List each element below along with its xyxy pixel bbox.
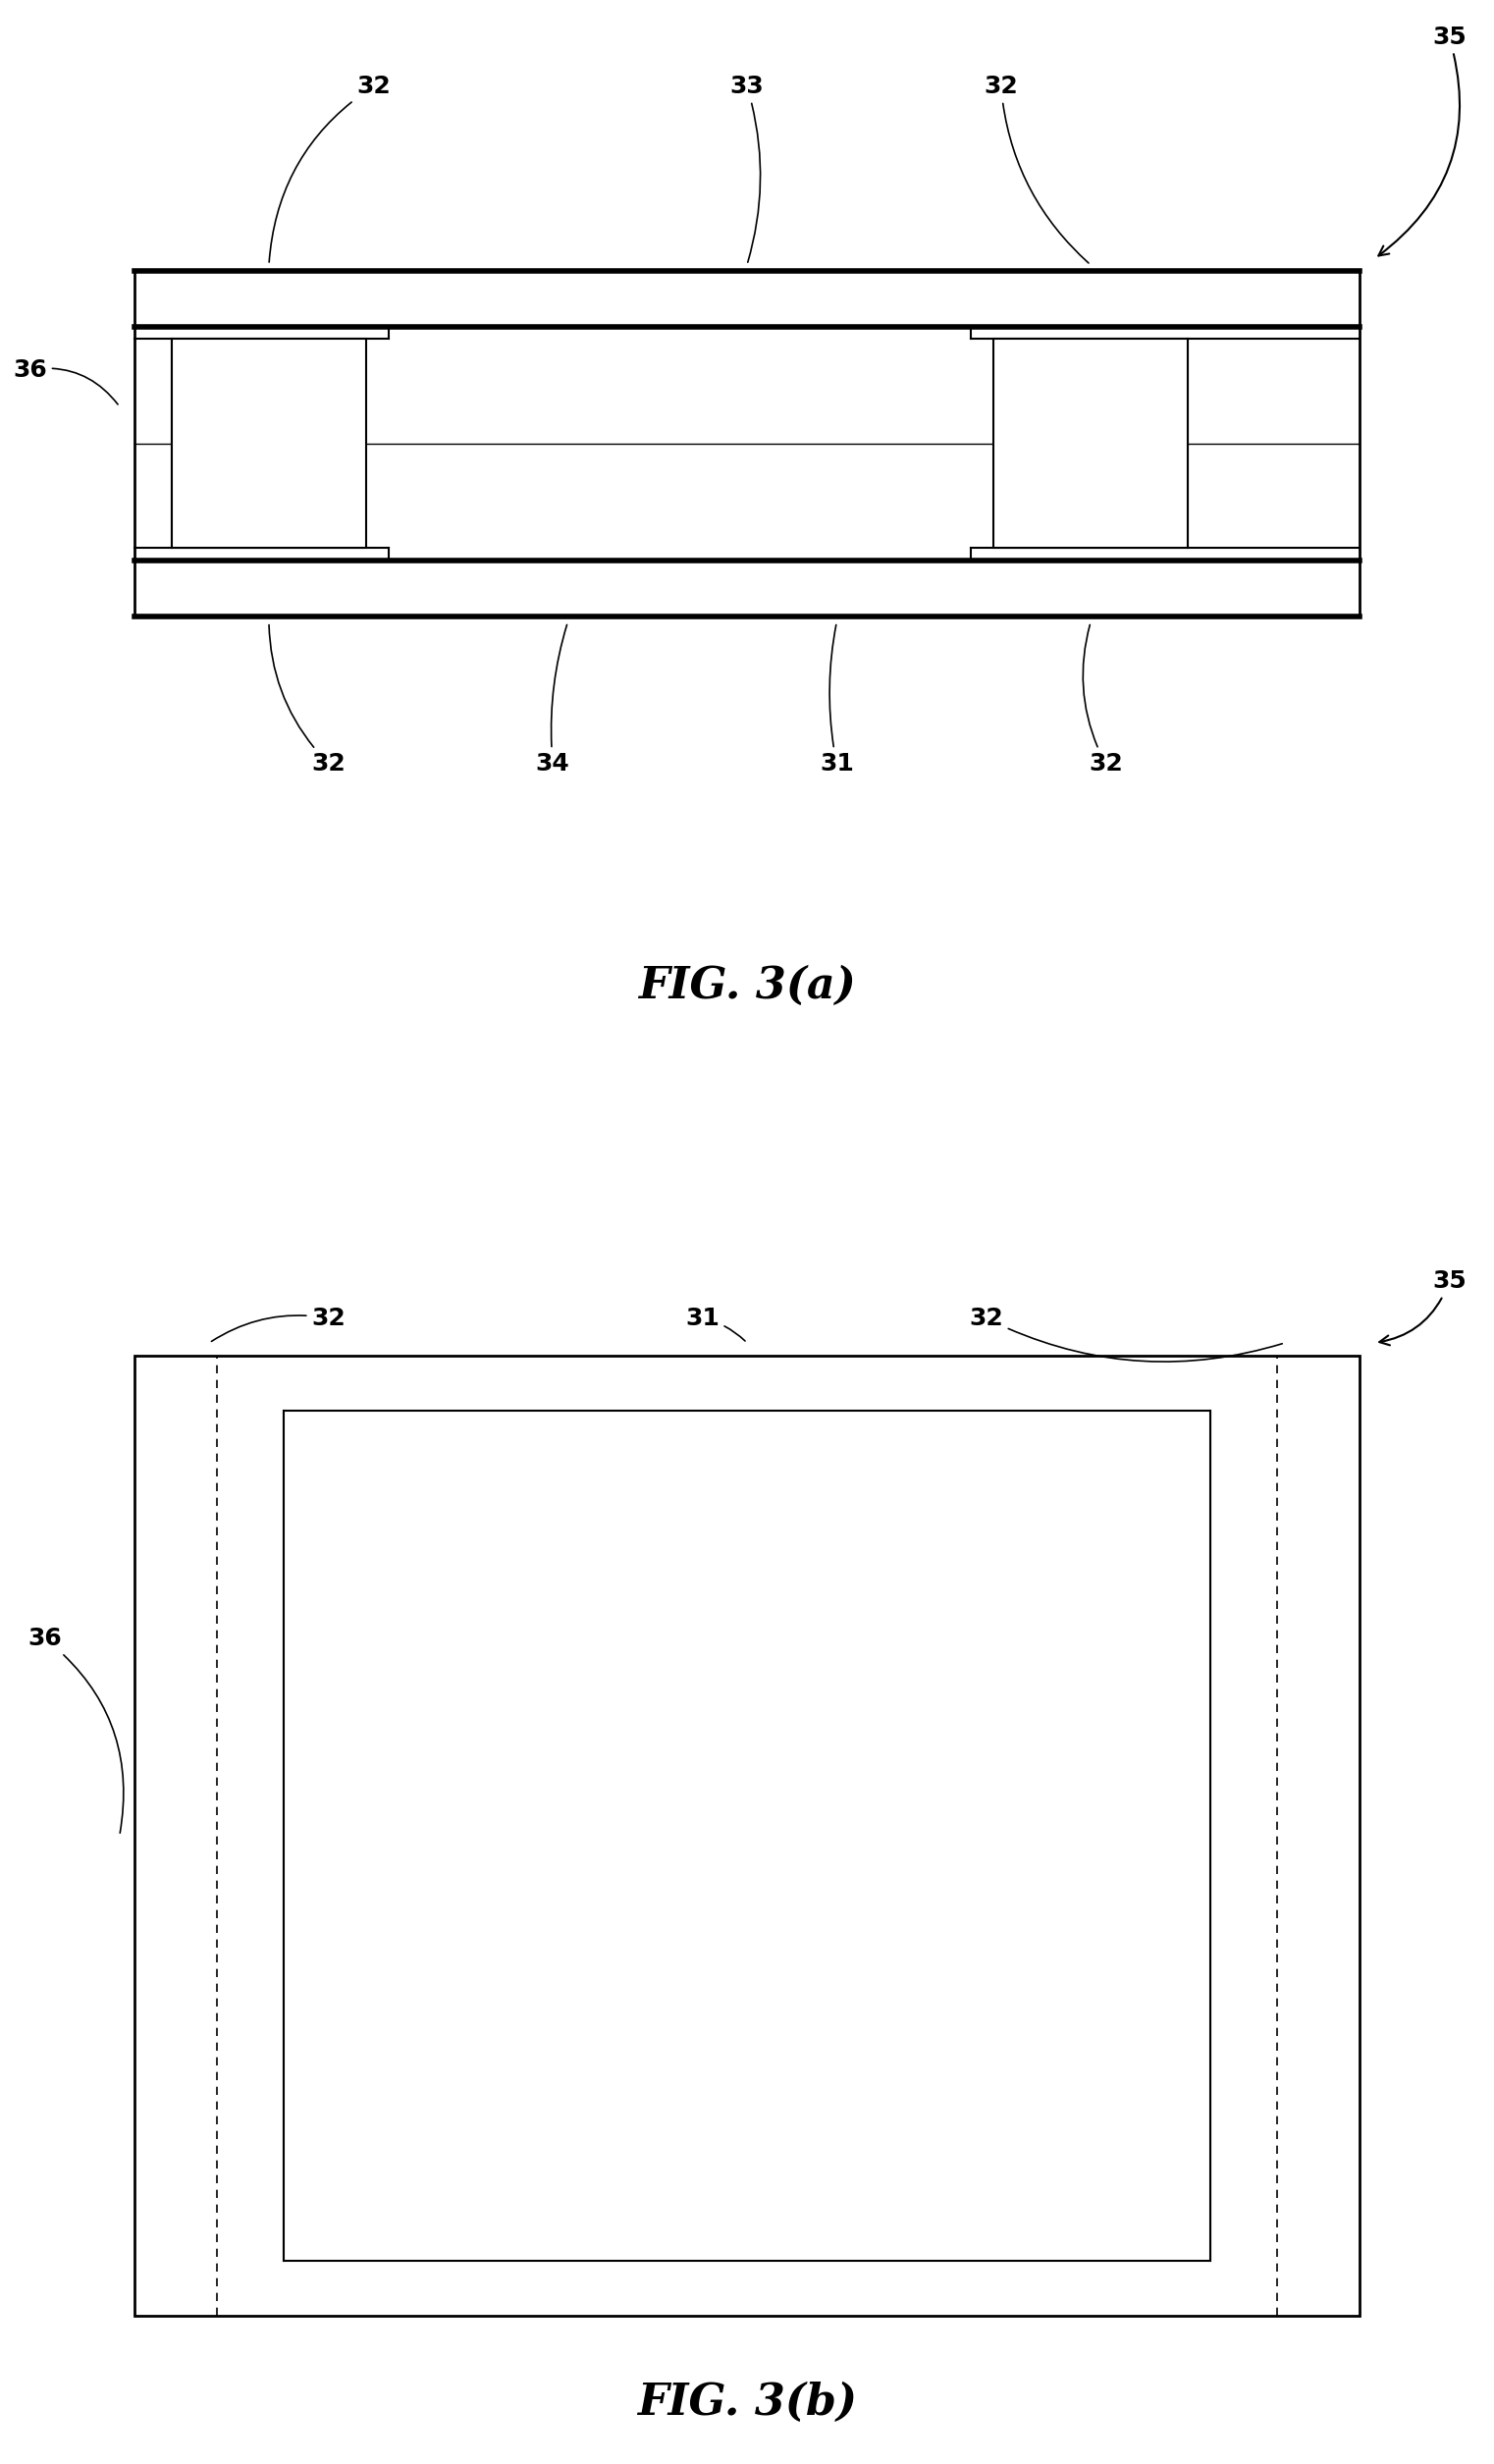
Text: 36: 36 [13,357,118,404]
Text: 36: 36 [28,1626,124,1833]
Text: FIG. 3(b): FIG. 3(b) [636,2380,858,2425]
Text: 32: 32 [269,626,345,776]
Text: 31: 31 [820,626,853,776]
Text: 35: 35 [1379,1269,1466,1345]
Bar [994,338,1188,547]
Text: 31: 31 [686,1306,746,1340]
Bar [284,1409,1210,2262]
Text: 33: 33 [731,74,763,261]
Text: 32: 32 [985,74,1089,264]
Text: 32: 32 [1083,626,1122,776]
Bar [134,1355,1360,2316]
Text: 34: 34 [536,626,569,776]
Text: 32: 32 [970,1306,1282,1363]
Text: 35: 35 [1379,25,1466,256]
Bar [172,338,366,547]
Text: 32: 32 [212,1306,345,1340]
Text: FIG. 3(a): FIG. 3(a) [638,963,856,1008]
Text: 32: 32 [269,74,390,261]
